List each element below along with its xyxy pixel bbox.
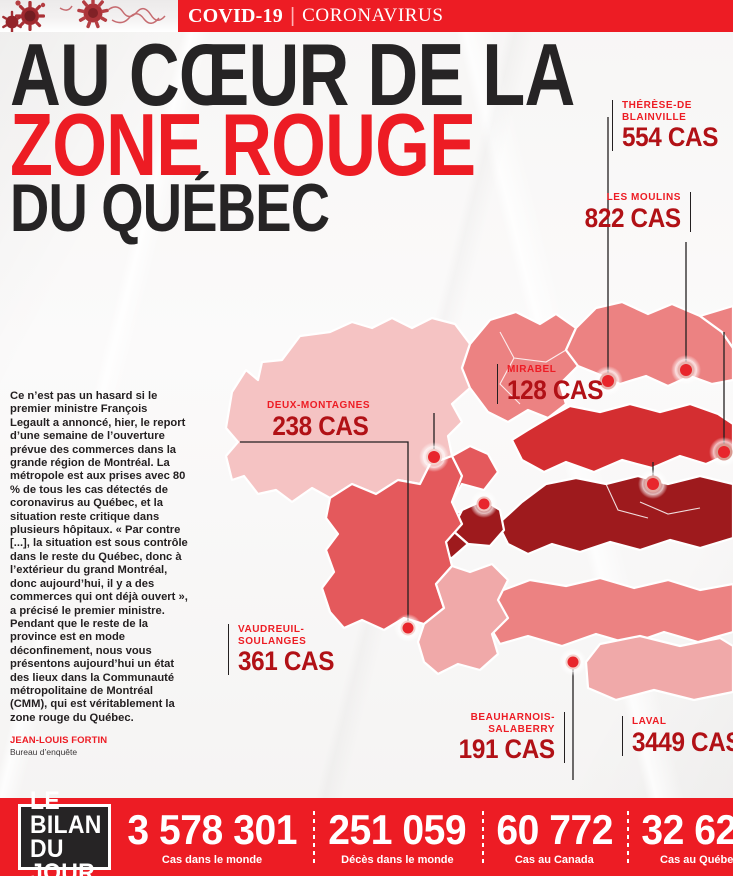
stat-quebec-cases: 32 623 Cas au Québec <box>627 798 733 876</box>
callout-name-line1: LAVAL <box>632 716 667 727</box>
byline: JEAN-LOUIS FORTIN Bureau d’enquête <box>10 735 190 757</box>
callout-cases: 3449 CAS <box>632 726 733 757</box>
marker-therese-de-blainville[interactable] <box>593 366 623 396</box>
header-title-bar: COVID-19 | CORONAVIRUS <box>178 0 733 32</box>
callout-deux-montagnes[interactable]: DEUX-MONTAGNES 238 CAS <box>267 400 374 440</box>
map-markers <box>394 355 733 676</box>
stat-world-cases: 3 578 301 Cas dans le monde <box>111 798 313 876</box>
bilan-stats: 3 578 301 Cas dans le monde 251 059 Décè… <box>111 798 733 876</box>
region-south-shore <box>484 576 733 648</box>
callout-beauharnois-salaberry[interactable]: BEAUHARNOIS- SALABERRY 191 CAS <box>448 712 565 763</box>
bilan-badge: LE BILAN DU JOUR <box>18 789 111 876</box>
stat-number: 3 578 301 <box>127 805 297 853</box>
callout-name-line1: VAUDREUIL- <box>238 624 305 635</box>
region-laval <box>510 402 733 474</box>
bilan-badge-line2: DU JOUR <box>30 835 96 876</box>
leader-lines <box>240 117 725 780</box>
stat-number: 32 623 <box>641 805 733 853</box>
header-separator: | <box>289 4 296 27</box>
page-header: COVID-19 | CORONAVIRUS <box>0 0 733 32</box>
marker-les-moulins[interactable] <box>671 355 701 385</box>
callout-laval[interactable]: LAVAL 3449 CAS <box>622 716 733 756</box>
region-mirabel <box>224 316 472 504</box>
callout-name-line1: LES MOULINS <box>606 192 681 203</box>
stat-world-deaths: 251 059 Décès dans le monde <box>313 798 481 876</box>
stat-label: Cas dans le monde <box>161 853 263 866</box>
callout-vaudreuil-soulanges[interactable]: VAUDREUIL- SOULANGES 361 CAS <box>228 624 345 675</box>
daily-summary-bar: LE BILAN DU JOUR 3 578 301 Cas dans le m… <box>0 789 733 876</box>
title-line-2: ZONE ROUGE <box>10 94 476 194</box>
marker-beauharnois-salaberry[interactable] <box>559 648 587 676</box>
region-south-outer <box>584 634 733 702</box>
callout-les-moulins[interactable]: LES MOULINS 822 CAS <box>574 192 691 232</box>
coronavirus-particles-icon <box>0 0 178 32</box>
byline-role: Bureau d’enquête <box>10 747 78 758</box>
region-therese-de-blainville <box>460 310 580 424</box>
stat-label: Cas au Canada <box>514 853 594 866</box>
callout-cases: 822 CAS <box>584 202 681 233</box>
article-body: Ce n’est pas un hasard si le premier min… <box>10 390 188 724</box>
callout-name-line1: THÉRÈSE-DE <box>622 100 692 111</box>
stat-canada-cases: 60 772 Cas au Canada <box>481 798 627 876</box>
marker-laval[interactable] <box>638 469 668 499</box>
callout-name-line1: DEUX-MONTAGNES <box>267 400 371 411</box>
callout-name-line1: BEAUHARNOIS- <box>470 712 555 723</box>
stat-label: Décès dans le monde <box>341 853 454 866</box>
stat-label: Cas au Québec <box>660 853 733 866</box>
callout-cases: 238 CAS <box>272 410 369 441</box>
stat-number: 251 059 <box>328 805 467 853</box>
callout-name-line1: MIRABEL <box>507 364 557 375</box>
callout-name-line2: BLAINVILLE <box>622 111 687 123</box>
stat-number: 60 772 <box>495 805 613 853</box>
callout-cases: 554 CAS <box>622 122 719 152</box>
callout-cases: 128 CAS <box>507 374 604 405</box>
callout-therese-de-blainville[interactable]: THÉRÈSE-DE BLAINVILLE 554 CAS <box>612 100 729 151</box>
title-line-1: AU CŒUR DE LA <box>10 25 575 124</box>
marker-deux-montagnes[interactable] <box>470 490 498 518</box>
byline-author: JEAN-LOUIS FORTIN <box>10 735 108 747</box>
header-covid-label: COVID-19 <box>188 4 283 27</box>
title-line-3: DU QUÉBEC <box>10 169 330 246</box>
region-beauharnois-salaberry <box>416 562 510 676</box>
page-title: AU CŒUR DE LA ZONE ROUGE DU QUÉBEC <box>10 25 716 246</box>
callout-name-line2: SALABERRY <box>488 723 555 735</box>
callout-mirabel[interactable]: MIRABEL 128 CAS <box>497 364 614 404</box>
article-column: Ce n’est pas un hasard si le premier min… <box>10 390 190 757</box>
region-ne-edge <box>698 304 733 350</box>
marker-vaudreuil-soulanges[interactable] <box>394 614 422 642</box>
callout-cases: 191 CAS <box>458 734 555 764</box>
callout-name-line2: SOULANGES <box>238 635 307 647</box>
callout-cases: 361 CAS <box>238 646 335 676</box>
bilan-badge-line1: LE BILAN <box>30 787 102 839</box>
cmm-choropleth-map <box>0 32 733 780</box>
header-coronavirus-label: CORONAVIRUS <box>302 5 444 26</box>
marker-montreal[interactable] <box>709 437 733 467</box>
region-montreal-island <box>496 474 733 556</box>
marker-mirabel[interactable] <box>419 442 449 472</box>
